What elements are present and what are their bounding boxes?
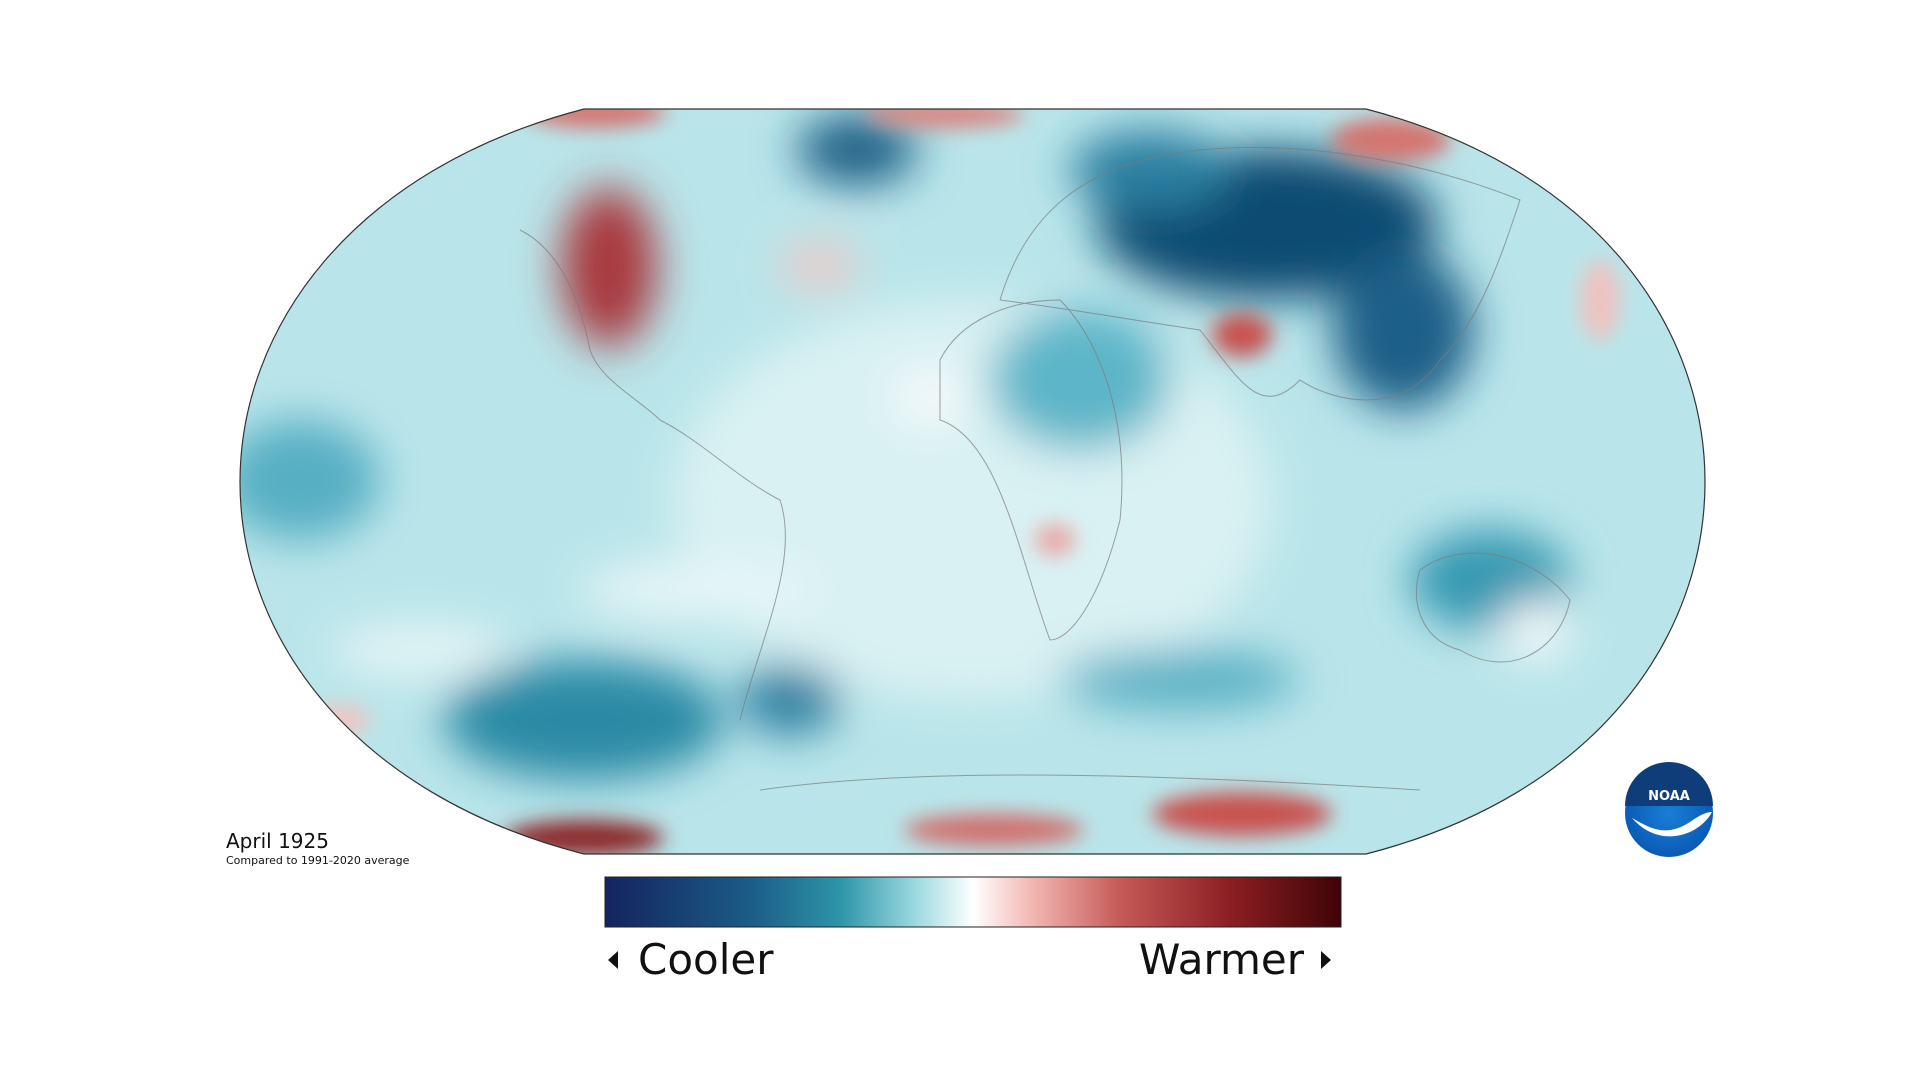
logo-text: NOAA [1648,789,1690,804]
legend-high: Warmer [1139,935,1305,984]
legend-low: Cooler [638,935,774,984]
noaa-logo: NOAA [1625,762,1713,857]
map-subtitle: Compared to 1991-2020 average [226,854,410,867]
anomaly-map [240,109,1705,854]
arrow-left [608,951,618,969]
color-bar [604,876,1342,928]
coastlines [519,146,1571,791]
map-outline [239,108,1706,855]
arrow-right [1321,951,1331,969]
map-title: April 1925 [226,829,329,853]
